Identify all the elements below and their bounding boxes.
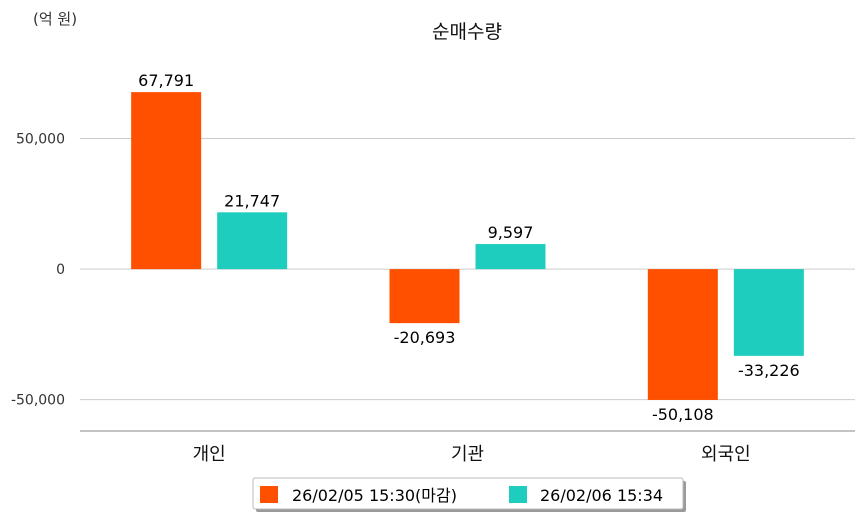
data-label: -50,108 <box>652 405 714 424</box>
legend-swatch-1 <box>260 486 278 503</box>
chart-title: 순매수량 <box>432 21 502 43</box>
x-axis-ticks: 개인 기관 외국인 <box>193 444 751 465</box>
grid-lines <box>80 138 855 401</box>
y-tick-label: 0 <box>56 262 65 278</box>
x-tick-label: 개인 <box>193 444 226 465</box>
bar-2-3 <box>733 269 804 356</box>
legend-label-1: 26/02/05 15:30(마감) <box>292 486 457 505</box>
y-axis-ticks: 50,000 0 -50,000 <box>11 132 65 409</box>
legend-label-2: 26/02/06 15:34 <box>540 486 663 505</box>
data-label: -33,226 <box>738 361 800 380</box>
legend: 26/02/05 15:30(마감) 26/02/06 15:34 <box>252 477 686 512</box>
bar-1-3 <box>647 269 718 400</box>
data-label: 21,747 <box>224 191 280 210</box>
data-label: -20,693 <box>394 328 456 347</box>
legend-box <box>252 477 684 510</box>
data-label: 67,791 <box>138 71 194 90</box>
y-tick-label: -50,000 <box>11 393 65 409</box>
legend-swatch-2 <box>509 486 527 503</box>
x-tick-label: 기관 <box>451 444 484 465</box>
bar-1-1 <box>131 92 202 270</box>
data-labels: 67,791 21,747 -20,693 9,597 -50,108 -33,226 <box>138 71 800 424</box>
bar-1-2 <box>389 269 460 324</box>
unit-label: (억 원) <box>33 10 77 28</box>
bars <box>131 92 804 400</box>
bar-2-2 <box>475 244 546 270</box>
bar-2-1 <box>217 212 288 270</box>
data-label: 9,597 <box>488 223 534 242</box>
y-tick-label: 50,000 <box>16 132 65 148</box>
x-tick-label: 외국인 <box>701 444 751 465</box>
